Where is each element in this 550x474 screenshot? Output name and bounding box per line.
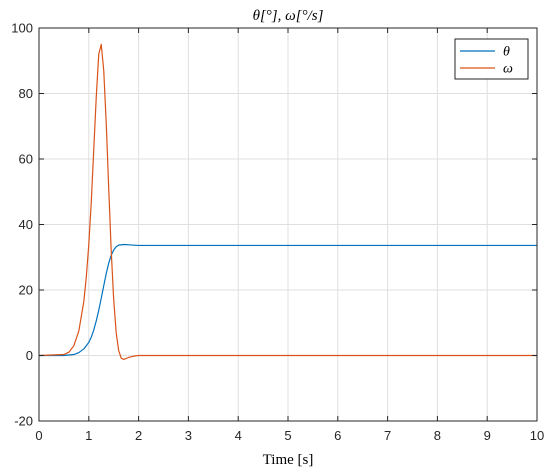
x-tick-label: 7 [384,428,391,443]
x-tick-label: 8 [434,428,441,443]
legend-label: ω [503,62,513,77]
x-tick-label: 5 [284,428,291,443]
y-tick-label: 60 [19,152,33,167]
y-tick-label: -20 [14,414,33,429]
tick-marks [38,27,538,422]
x-tick-label: 0 [35,428,42,443]
chart-title: θ[°], ω[°/s] [253,8,324,24]
x-tick-labels: 0 1 2 3 4 5 6 7 8 9 10 [35,428,544,443]
x-tick-label: 6 [334,428,341,443]
x-tick-label: 2 [135,428,142,443]
y-tick-label: 40 [19,217,33,232]
y-tick-label: 20 [19,283,33,298]
legend-box [454,38,529,80]
x-tick-label: 9 [484,428,491,443]
series-layer [38,43,537,361]
legend: θω [454,38,529,80]
series-line-1 [38,43,537,361]
series-line-0 [39,243,537,357]
y-tick-label: 100 [11,21,33,36]
x-axis-label: Time [s] [263,452,314,468]
y-tick-label: 80 [19,86,33,101]
x-tick-label: 10 [530,428,544,443]
x-tick-label: 3 [185,428,192,443]
x-tick-label: 4 [235,428,242,443]
legend-label: θ [503,45,510,60]
y-tick-labels: -20 0 20 40 60 80 100 [11,21,33,429]
x-tick-label: 1 [85,428,92,443]
y-tick-label: 0 [26,348,33,363]
